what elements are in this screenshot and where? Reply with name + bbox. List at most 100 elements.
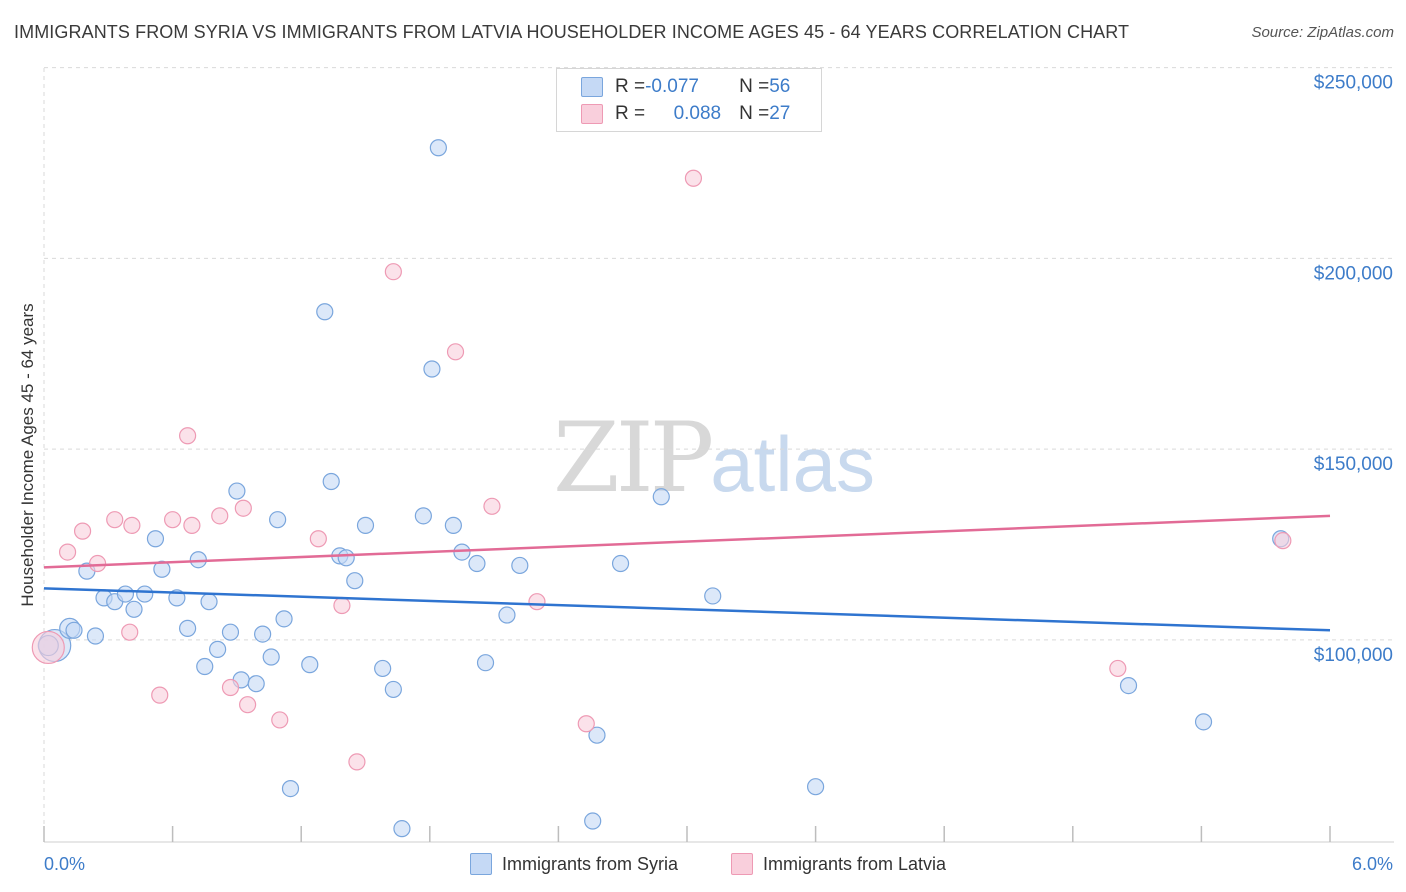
syria-point (254, 625, 272, 643)
zipatlas-watermark: ZIPatlas (553, 402, 875, 514)
y-tick-label: $100,000 (1314, 645, 1393, 666)
syria-point (116, 585, 135, 603)
syria-point (384, 680, 402, 699)
syria-point (588, 726, 606, 744)
latvia-point (73, 522, 92, 540)
syria-point (262, 648, 280, 666)
syria-swatch (470, 853, 492, 875)
syria-point (1194, 713, 1213, 731)
bottom-legend-syria: Immigrants from Syria (470, 851, 678, 877)
syria-point (322, 472, 340, 491)
syria-point (584, 812, 602, 830)
latvia-point (211, 507, 229, 525)
latvia-point (88, 554, 107, 573)
syria-point (316, 303, 334, 321)
chart-title: IMMIGRANTS FROM SYRIA VS IMMIGRANTS FROM… (14, 22, 1130, 42)
legend-n-label: N = (739, 76, 770, 97)
watermark-zip: ZIP (553, 402, 714, 514)
latvia-point (684, 169, 703, 187)
latvia-point (121, 623, 139, 641)
syria-point (281, 779, 300, 798)
syria-point (453, 543, 471, 561)
y-tick-label: $250,000 (1314, 73, 1393, 94)
syria-point (806, 778, 825, 796)
syria-point (498, 606, 516, 624)
legend-r-label: R = (615, 76, 646, 97)
legend-row-syria: R = -0.077 N = 56 (581, 75, 790, 99)
legend-r-value: 0.088 (673, 103, 722, 124)
latvia-point (1274, 532, 1292, 550)
syria-point (476, 654, 495, 672)
syria-point (346, 572, 364, 590)
bottom-legend-latvia: Immigrants from Latvia (731, 851, 946, 877)
legend-n-value: 56 (769, 76, 791, 97)
stats-legend: R = -0.077 N = 56 R = 0.088 N = 27 (556, 68, 822, 132)
latvia-point (31, 630, 65, 665)
latvia-point (221, 678, 240, 697)
syria-point (444, 516, 462, 534)
syria-point (429, 139, 447, 157)
syria-point (209, 640, 227, 658)
syria-swatch (581, 77, 603, 97)
syria-point (275, 610, 293, 628)
latvia-point (164, 511, 182, 529)
syria-point (356, 516, 375, 534)
latvia-point (577, 715, 595, 733)
x-tick-label-max: 6.0% (1352, 854, 1393, 874)
latvia-point (234, 499, 252, 517)
latvia-point (106, 511, 124, 529)
syria-point (196, 657, 214, 676)
latvia-point (179, 427, 197, 445)
legend-r-value: -0.077 (645, 76, 699, 97)
latvia-point (58, 543, 77, 561)
syria-point (414, 507, 432, 525)
syria-point (221, 623, 240, 641)
y-tick-label: $200,000 (1314, 263, 1393, 284)
legend-r-label: R = (615, 103, 646, 124)
syria-point (511, 556, 529, 575)
syria-point (337, 549, 355, 567)
legend-n-label: N = (739, 103, 770, 124)
latvia-point (271, 711, 289, 729)
syria-point (1119, 676, 1138, 695)
latvia-point (348, 753, 366, 771)
syria-point (611, 554, 630, 573)
syria-point (200, 593, 218, 611)
latvia-point (1109, 659, 1127, 678)
latvia-point (151, 686, 169, 704)
y-tick-label: $150,000 (1314, 454, 1393, 475)
x-tick-label-min: 0.0% (44, 854, 85, 874)
legend-n-value: 27 (769, 103, 791, 124)
syria-point (301, 656, 319, 674)
syria-point (228, 482, 246, 500)
syria-point (374, 659, 392, 678)
legend-row-latvia: R = 0.088 N = 27 (581, 102, 790, 126)
syria-point (652, 488, 670, 506)
syria-point (468, 554, 486, 573)
syria-point (86, 627, 105, 645)
latvia-point (309, 530, 327, 548)
latvia-point (446, 343, 465, 361)
syria-point (136, 585, 154, 603)
latvia-swatch (731, 853, 753, 875)
syria-point (269, 511, 287, 529)
latvia-trend-line (43, 514, 1331, 569)
latvia-point (528, 593, 546, 611)
source-credit: Source: ZipAtlas.com (1251, 24, 1394, 41)
syria-point (423, 360, 441, 378)
syria-point (179, 619, 197, 637)
syria-point (125, 600, 143, 618)
latvia-point (384, 263, 402, 281)
syria-point (153, 560, 171, 578)
latvia-point (123, 516, 141, 534)
syria-point (704, 587, 722, 605)
legend-label-syria: Immigrants from Syria (502, 853, 679, 874)
latvia-point (333, 596, 351, 615)
latvia-point (483, 497, 501, 515)
y-axis-label: Householder Income Ages 45 - 64 years (18, 303, 37, 607)
syria-point (146, 530, 165, 548)
legend-label-latvia: Immigrants from Latvia (763, 853, 947, 874)
syria-point (393, 820, 411, 838)
latvia-point (239, 696, 257, 714)
